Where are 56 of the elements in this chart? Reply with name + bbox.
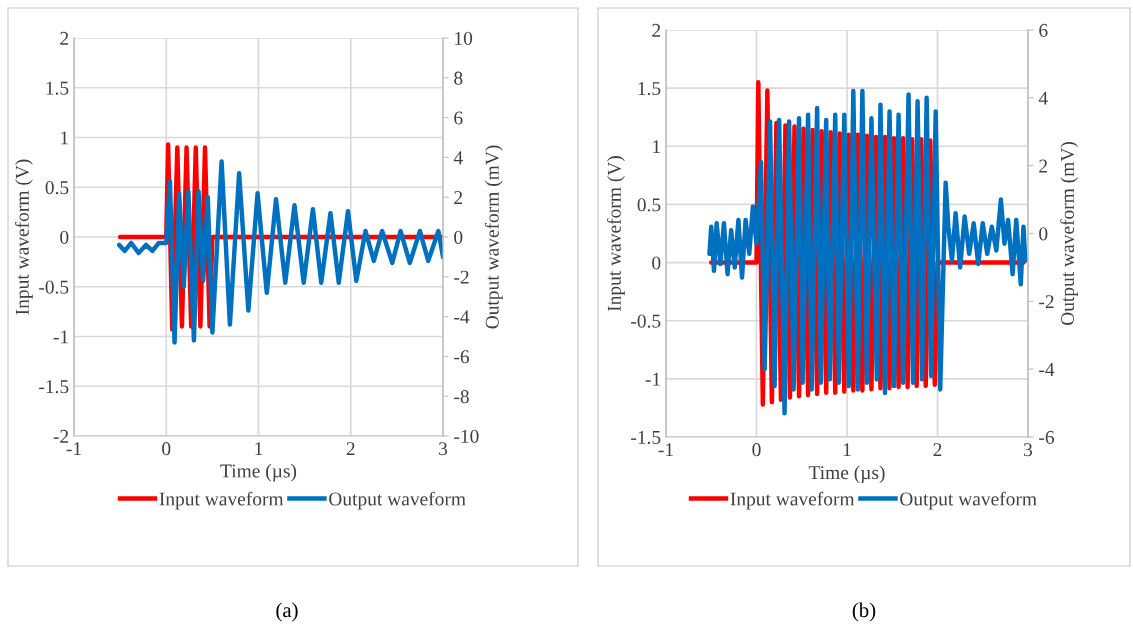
x-tick-label: 1 bbox=[255, 442, 263, 456]
y-tick-label: 0 bbox=[60, 230, 69, 244]
y-tick-label: -2 bbox=[53, 429, 69, 443]
x-axis-title: Time (µs) bbox=[808, 465, 885, 484]
y-tick-label: 1.5 bbox=[46, 81, 69, 95]
y-tick-label: -1.5 bbox=[39, 380, 69, 394]
y2-tick-label: 2 bbox=[454, 191, 463, 204]
y2-tick-label: -6 bbox=[1039, 430, 1055, 444]
y2-tick-label: -4 bbox=[454, 310, 470, 324]
y2-axis-title: Output waveform (mV) bbox=[484, 145, 503, 329]
x-tick-label: 0 bbox=[162, 442, 171, 456]
y2-tick-label: 4 bbox=[453, 151, 463, 165]
x-tick-label: 3 bbox=[1024, 443, 1033, 457]
y2-tick-label: -10 bbox=[454, 429, 479, 443]
legend-label: Input waveform bbox=[730, 491, 855, 510]
y2-tick-label: 2 bbox=[1039, 159, 1048, 173]
y-tick-label: 1.5 bbox=[638, 82, 661, 96]
y-tick-label: 0.5 bbox=[637, 198, 661, 212]
y2-tick-label: -6 bbox=[454, 350, 470, 364]
y-axis-title: Input waveform (V) bbox=[14, 159, 33, 315]
y-tick-label: -1 bbox=[645, 372, 660, 386]
y2-tick-label: 6 bbox=[454, 111, 463, 125]
line-series bbox=[116, 159, 443, 345]
text: (b) bbox=[852, 602, 876, 622]
y-tick-label: 0 bbox=[652, 256, 661, 270]
y-tick-label: -1.5 bbox=[631, 430, 661, 445]
y2-tick-label: 0 bbox=[454, 230, 463, 244]
y-tick-label: -0.5 bbox=[39, 280, 69, 294]
y2-tick-label: -2 bbox=[454, 270, 469, 284]
legend-label: Output waveform bbox=[900, 491, 1037, 510]
legend-label: Input waveform bbox=[159, 491, 284, 510]
legend-label: Output waveform bbox=[329, 491, 466, 510]
y2-axis-title: Output waveform (mV) bbox=[1060, 142, 1078, 326]
x-tick-label: 2 bbox=[933, 443, 942, 457]
y-tick-label: 2 bbox=[60, 31, 69, 45]
y2-tick-label: 6 bbox=[1039, 23, 1048, 37]
y2-tick-label: 10 bbox=[455, 31, 473, 45]
y-tick-label: -0.5 bbox=[631, 314, 661, 328]
y-tick-label: -1 bbox=[53, 330, 68, 344]
y-tick-label: 2 bbox=[652, 23, 661, 37]
text: (a) bbox=[276, 602, 298, 622]
y2-tick-label: 8 bbox=[454, 71, 463, 85]
y2-tick-label: -2 bbox=[1039, 295, 1054, 309]
x-tick-label: 3 bbox=[439, 442, 448, 456]
y-tick-label: 0.5 bbox=[45, 181, 69, 195]
y2-tick-label: 0 bbox=[1039, 227, 1048, 241]
y-tick-label: 1 bbox=[61, 131, 68, 145]
y2-tick-label: -8 bbox=[454, 390, 469, 404]
x-tick-label: 0 bbox=[752, 443, 761, 457]
x-tick-label: 2 bbox=[346, 442, 355, 456]
y-axis-title: Input waveform (V) bbox=[606, 156, 625, 312]
y2-tick-label: -4 bbox=[1039, 363, 1055, 376]
x-axis-title: Time (µs) bbox=[220, 463, 297, 482]
x-tick-label: 1 bbox=[843, 443, 851, 457]
y2-tick-label: 4 bbox=[1038, 91, 1048, 105]
y-tick-label: 1 bbox=[653, 140, 660, 154]
